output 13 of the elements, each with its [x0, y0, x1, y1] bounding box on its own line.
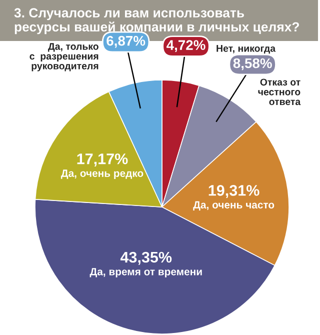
slice-label: Отказ от честного ответа [258, 78, 301, 106]
chart-title: 3. Случалось ли вам использовать ресурсы вашей компании в личных целях? [14, 8, 299, 34]
data-label: 43,35% [120, 252, 172, 265]
data-label: 19,31% [208, 185, 260, 198]
data-label: 4,72% [166, 40, 206, 52]
data-label: 8,58% [233, 58, 272, 70]
slice-label: Да, время от времени [90, 268, 202, 278]
slice-label: Да, очень часто [193, 201, 274, 210]
slice-label: Да, очень редко [60, 170, 144, 179]
data-label: 6,87% [106, 36, 146, 48]
legend-label: Нет, никогда [216, 45, 276, 54]
data-label: 17,17% [77, 153, 128, 166]
slice-label: Да, только с разрешения руководителя [30, 43, 98, 72]
